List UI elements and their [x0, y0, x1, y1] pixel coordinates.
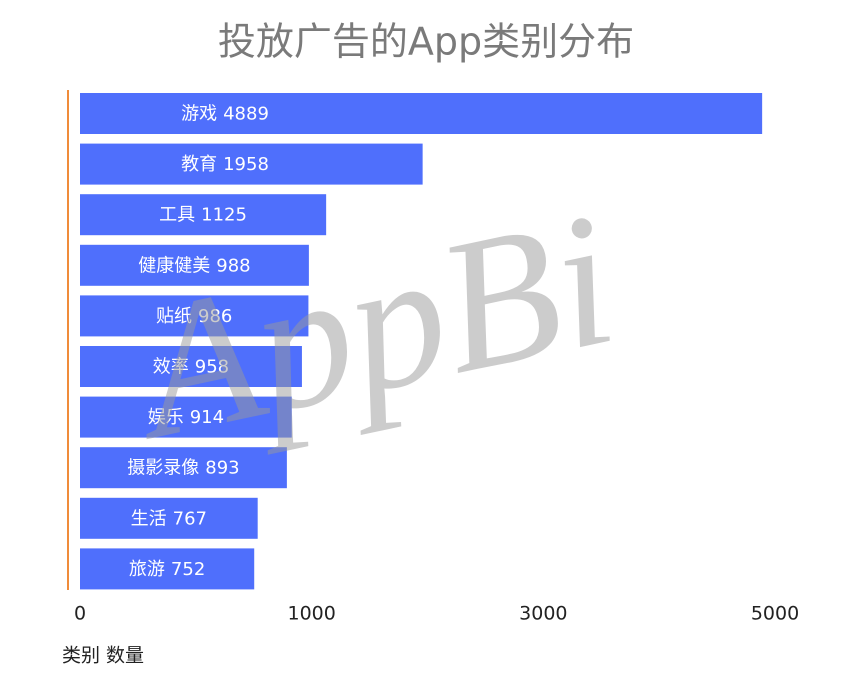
bar — [80, 548, 255, 590]
category-label: 教育 — [181, 154, 217, 175]
category-label: 贴纸 — [156, 306, 192, 327]
bar-label: 教育 1958 — [181, 154, 269, 175]
plot: 0 1000 3000 5000 游戏 4889 教育 1958 工具 1125 健康健美 988 贴纸… — [67, 90, 799, 625]
axis-label: 类别 数量 — [62, 645, 144, 667]
bar-label: 生活 767 — [131, 508, 207, 529]
value-label: 1958 — [223, 154, 269, 175]
bar — [80, 396, 292, 438]
value-label: 988 — [216, 255, 250, 276]
x-tick-label: 3000 — [519, 603, 567, 625]
bar — [80, 447, 287, 489]
bar — [80, 295, 309, 337]
value-label: 958 — [195, 357, 229, 378]
category-label: 娱乐 — [148, 407, 184, 428]
value-label: 767 — [173, 508, 207, 529]
bar-label: 效率 958 — [153, 357, 229, 378]
bar-label: 娱乐 914 — [148, 407, 224, 428]
category-label: 摄影录像 — [127, 458, 199, 479]
bar-label: 旅游 752 — [129, 559, 205, 580]
value-label: 986 — [198, 306, 232, 327]
bar — [80, 244, 309, 286]
bar-label: 游戏 4889 — [181, 104, 269, 125]
x-tick-label: 5000 — [751, 603, 799, 625]
value-label: 893 — [205, 458, 239, 479]
bar — [80, 346, 302, 387]
value-label: 752 — [171, 559, 205, 580]
bar — [80, 143, 423, 185]
bar-label: 摄影录像 893 — [127, 458, 239, 479]
bar — [80, 497, 258, 539]
category-label: 旅游 — [129, 559, 165, 580]
bar-label: 工具 1125 — [159, 205, 247, 226]
chart-title: 投放广告的App类别分布 — [218, 20, 634, 64]
category-label: 游戏 — [181, 104, 217, 125]
category-label: 健康健美 — [138, 255, 210, 276]
category-label: 生活 — [131, 508, 167, 529]
bar-label: 健康健美 988 — [138, 255, 250, 276]
value-label: 4889 — [223, 104, 269, 125]
x-tick-label: 1000 — [287, 603, 335, 625]
x-tick-label: 0 — [74, 603, 86, 625]
category-label: 工具 — [159, 205, 195, 226]
category-label: 效率 — [153, 357, 189, 378]
bar-label: 贴纸 986 — [156, 306, 232, 327]
bar — [80, 93, 763, 134]
value-label: 914 — [190, 407, 224, 428]
bar — [80, 194, 327, 236]
value-label: 1125 — [201, 205, 247, 226]
